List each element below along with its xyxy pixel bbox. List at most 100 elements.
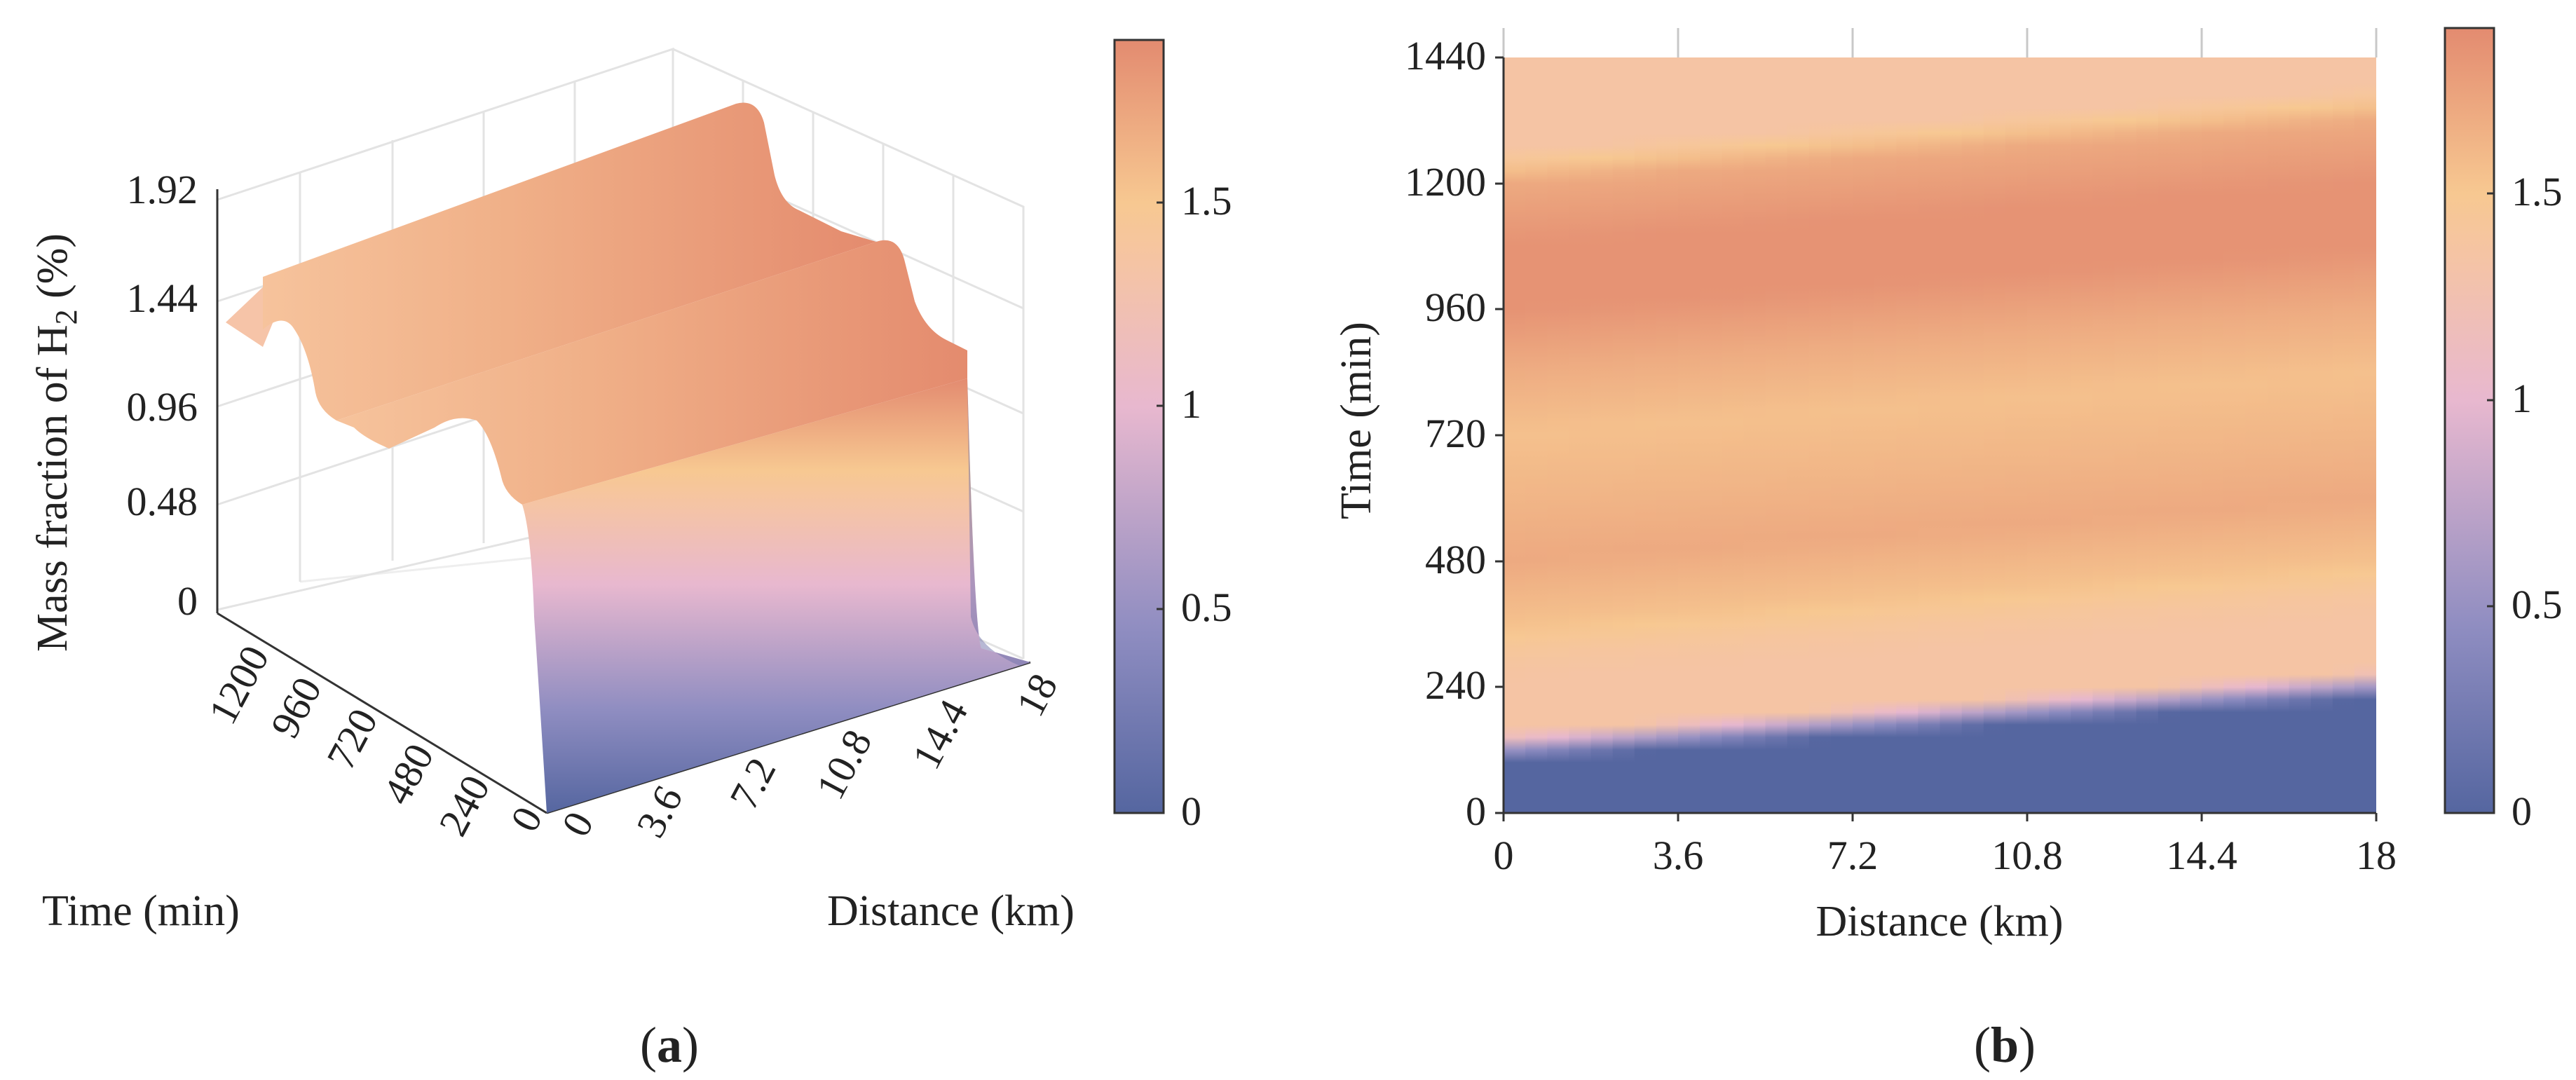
- time-tick-label: 1440: [1405, 33, 1486, 78]
- panel-a-label: (a): [640, 1017, 699, 1073]
- colorbar-a-tick: 1: [1181, 381, 1201, 427]
- time-tick-label: 960: [261, 670, 330, 745]
- heatmap-column: [2005, 57, 2029, 813]
- panel-a-time-ticks: 0 240 480 720 960 1200: [200, 638, 552, 843]
- panel-a-surface-chart: 0 0.48 0.96 1.44 1.92 0 240 480 720 960 …: [29, 39, 1232, 1073]
- heatmap-column: [1700, 57, 1723, 813]
- heatmap-column: [2245, 57, 2268, 813]
- z-tick-label: 0: [177, 578, 198, 624]
- z-tick-label: 0.96: [127, 384, 198, 430]
- panel-b-time-ticks: 0 240 480 720 960 1200 1440: [1405, 33, 1486, 834]
- panel-b-heatmap-chart: 0 240 480 720 960 1200 1440 0 3.6 7.2 10…: [1333, 27, 2563, 1073]
- distance-tick-label: 18: [2356, 833, 2397, 878]
- heatmap-column: [2114, 57, 2137, 813]
- colorbar-b-tick: 1.5: [2512, 169, 2563, 214]
- surface-right-edge: [967, 378, 1030, 666]
- heatmap-column: [1830, 57, 1854, 813]
- heatmap-column: [1853, 57, 1876, 813]
- distance-tick-label: 7.2: [1827, 833, 1879, 878]
- heatmap-column: [1678, 57, 1701, 813]
- heatmap-column: [1765, 57, 1788, 813]
- heatmap-column: [1547, 57, 1570, 813]
- heatmap-column: [1612, 57, 1635, 813]
- colorbar-b-tick: 0: [2512, 788, 2532, 834]
- time-tick-label: 0: [501, 800, 551, 839]
- heatmap-column: [2027, 57, 2050, 813]
- panel-a-z-axis-label: Mass fraction of H2 (%): [29, 233, 83, 652]
- heatmap-column: [1940, 57, 1963, 813]
- heatmap-column: [1525, 57, 1548, 813]
- time-tick-label: 240: [430, 768, 498, 843]
- colorbar-b: [2444, 27, 2495, 814]
- heatmap-column: [2179, 57, 2203, 813]
- heatmap-column: [1983, 57, 2006, 813]
- time-tick-label: 480: [374, 737, 442, 812]
- heatmap-column: [1808, 57, 1832, 813]
- heatmap-column: [2158, 57, 2181, 813]
- panel-b-distance-ticks: 0 3.6 7.2 10.8 14.4 18: [1494, 833, 2397, 878]
- heatmap-column: [1722, 57, 1745, 813]
- panel-b-axes: [1495, 28, 2378, 821]
- heatmap-column: [2310, 57, 2333, 813]
- panel-b-distance-axis-label: Distance (km): [1816, 898, 2064, 945]
- distance-tick-label: 7.2: [721, 751, 784, 817]
- heatmap-column: [1896, 57, 1919, 813]
- distance-tick-label: 3.6: [627, 779, 691, 845]
- colorbar-b-tick: 0.5: [2512, 582, 2563, 627]
- time-tick-label: 960: [1425, 285, 1486, 330]
- panel-a-distance-axis-label: Distance (km): [827, 887, 1075, 935]
- colorbar-a-tick: 0.5: [1181, 585, 1232, 630]
- surface-back-slab: [263, 102, 876, 421]
- distance-tick-label: 0: [552, 805, 602, 844]
- heatmap-column: [2202, 57, 2225, 813]
- heatmap-column: [2332, 57, 2355, 813]
- time-tick-label: 480: [1425, 537, 1486, 582]
- heatmap-column: [2049, 57, 2072, 813]
- heatmap-column: [1787, 57, 1810, 813]
- heatmap-column: [1874, 57, 1897, 813]
- panel-b-colorbar: 0 0.5 1 1.5: [2444, 27, 2563, 834]
- time-tick-label: 240: [1425, 662, 1486, 708]
- time-tick-label: 1200: [1405, 159, 1486, 205]
- time-tick-label: 720: [318, 702, 386, 777]
- heatmap-column: [1918, 57, 1941, 813]
- surface-step-wall: [522, 378, 1030, 813]
- distance-tick-label: 18: [1007, 667, 1067, 724]
- heatmap-column: [1504, 57, 1527, 813]
- heatmap-cells: [1504, 57, 2376, 813]
- heatmap-column: [2071, 57, 2094, 813]
- panel-a-time-axis-label: Time (min): [42, 887, 240, 935]
- distance-tick-label: 10.8: [807, 723, 880, 807]
- heatmap-column: [2223, 57, 2247, 813]
- colorbar-a: [1113, 39, 1165, 814]
- heatmap-column: [1569, 57, 1592, 813]
- distance-tick-label: 10.8: [1991, 833, 2063, 878]
- heatmap-column: [2092, 57, 2115, 813]
- heatmap-column: [1961, 57, 1984, 813]
- z-tick-label: 1.92: [127, 167, 198, 212]
- distance-tick-label: 14.4: [2166, 833, 2237, 878]
- z-tick-label: 1.44: [127, 275, 198, 321]
- panel-a-z-ticks: 0 0.48 0.96 1.44 1.92: [127, 167, 198, 624]
- panel-a-surface: [226, 102, 1030, 813]
- heatmap-column: [1590, 57, 1614, 813]
- colorbar-b-tick: 1: [2512, 376, 2532, 421]
- z-tick-label: 0.48: [127, 479, 198, 524]
- heatmap-column: [2136, 57, 2159, 813]
- surface-front-slab: [336, 240, 967, 505]
- colorbar-a-tick: 0: [1181, 788, 1201, 834]
- heatmap-column: [1743, 57, 1766, 813]
- time-tick-label: 0: [1466, 788, 1486, 834]
- panel-b-time-axis-label: Time (min): [1333, 322, 1380, 519]
- distance-tick-label: 14.4: [903, 692, 976, 777]
- colorbar-a-tick: 1.5: [1181, 178, 1232, 224]
- distance-tick-label: 0: [1494, 833, 1514, 878]
- heatmap-column: [2354, 57, 2376, 813]
- distance-tick-label: 3.6: [1653, 833, 1704, 878]
- heatmap-column: [1634, 57, 1657, 813]
- heatmap-column: [2267, 57, 2290, 813]
- panel-b-label: (b): [1974, 1017, 2036, 1073]
- heatmap-column: [1656, 57, 1679, 813]
- panel-a-colorbar: 0 0.5 1 1.5: [1113, 39, 1232, 834]
